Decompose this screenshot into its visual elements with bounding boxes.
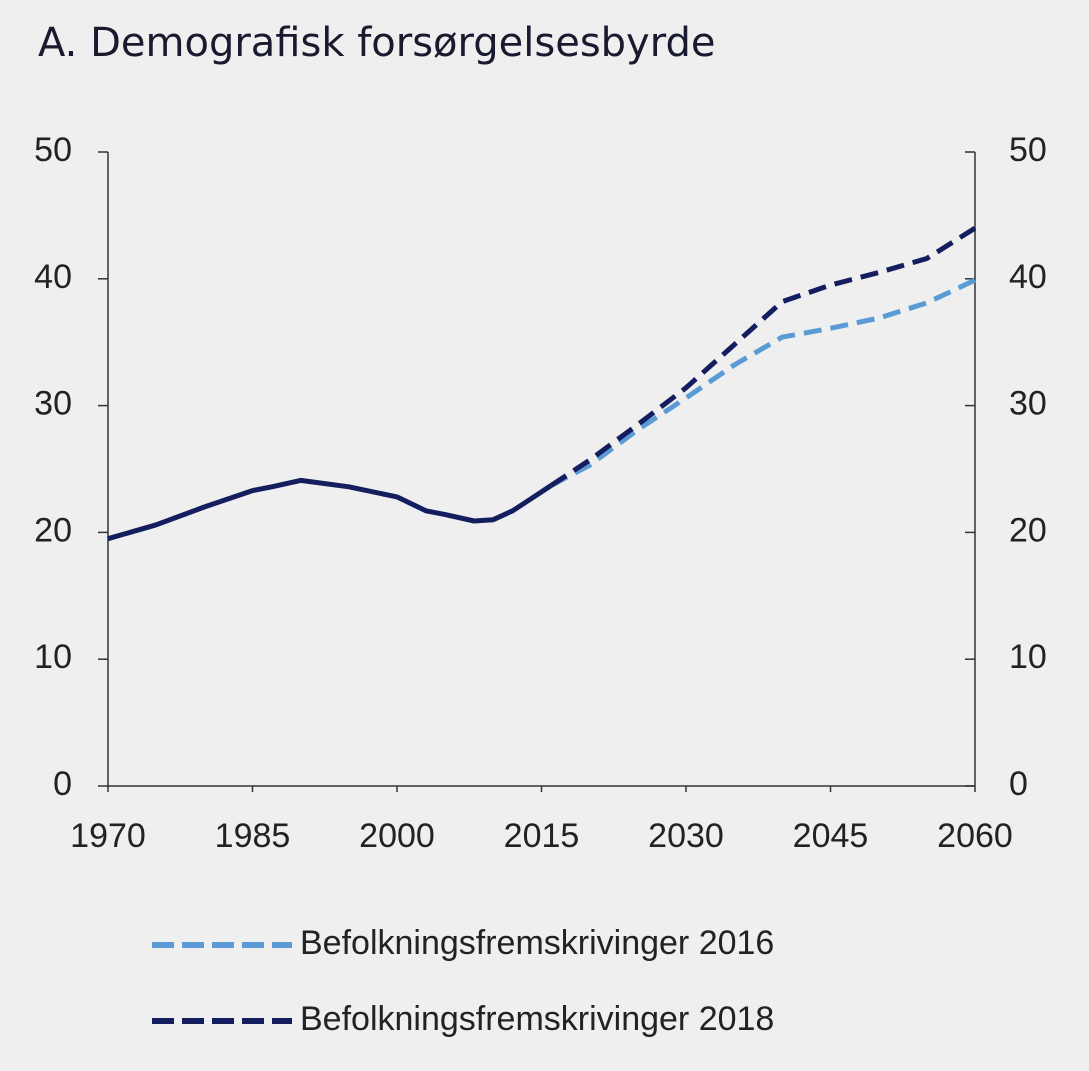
y2-tick-label: 30 [1009, 385, 1047, 423]
x-tick-label: 2015 [504, 817, 580, 855]
x-tick-label: 1985 [215, 817, 291, 855]
series-line [549, 225, 977, 488]
y2-tick-label: 40 [1009, 258, 1047, 296]
y2-tick-label: 10 [1009, 638, 1047, 676]
y-tick-label: 10 [34, 638, 72, 676]
y-tick-label: 40 [34, 258, 72, 296]
series-line [549, 277, 977, 488]
y2-tick-label: 0 [1009, 765, 1028, 803]
x-tick-label: 2060 [937, 817, 1013, 855]
y-tick-label: 20 [34, 511, 72, 549]
legend-label: Befolkningsfremskrivinger 2016 [300, 924, 774, 962]
y-tick-label: 30 [34, 385, 72, 423]
y-tick-label: 50 [34, 131, 72, 169]
series-line [107, 477, 553, 542]
legend-label: Befolkningsfremskrivinger 2018 [300, 1000, 774, 1038]
y-tick-label: 0 [53, 765, 72, 803]
x-tick-label: 2030 [648, 817, 724, 855]
y2-tick-label: 20 [1009, 511, 1047, 549]
y2-tick-label: 50 [1009, 131, 1047, 169]
x-tick-label: 2045 [793, 817, 869, 855]
chart-title: A. Demografisk forsørgelsesbyrde [38, 20, 715, 66]
x-tick-label: 2000 [359, 817, 435, 855]
x-tick-label: 1970 [70, 817, 146, 855]
